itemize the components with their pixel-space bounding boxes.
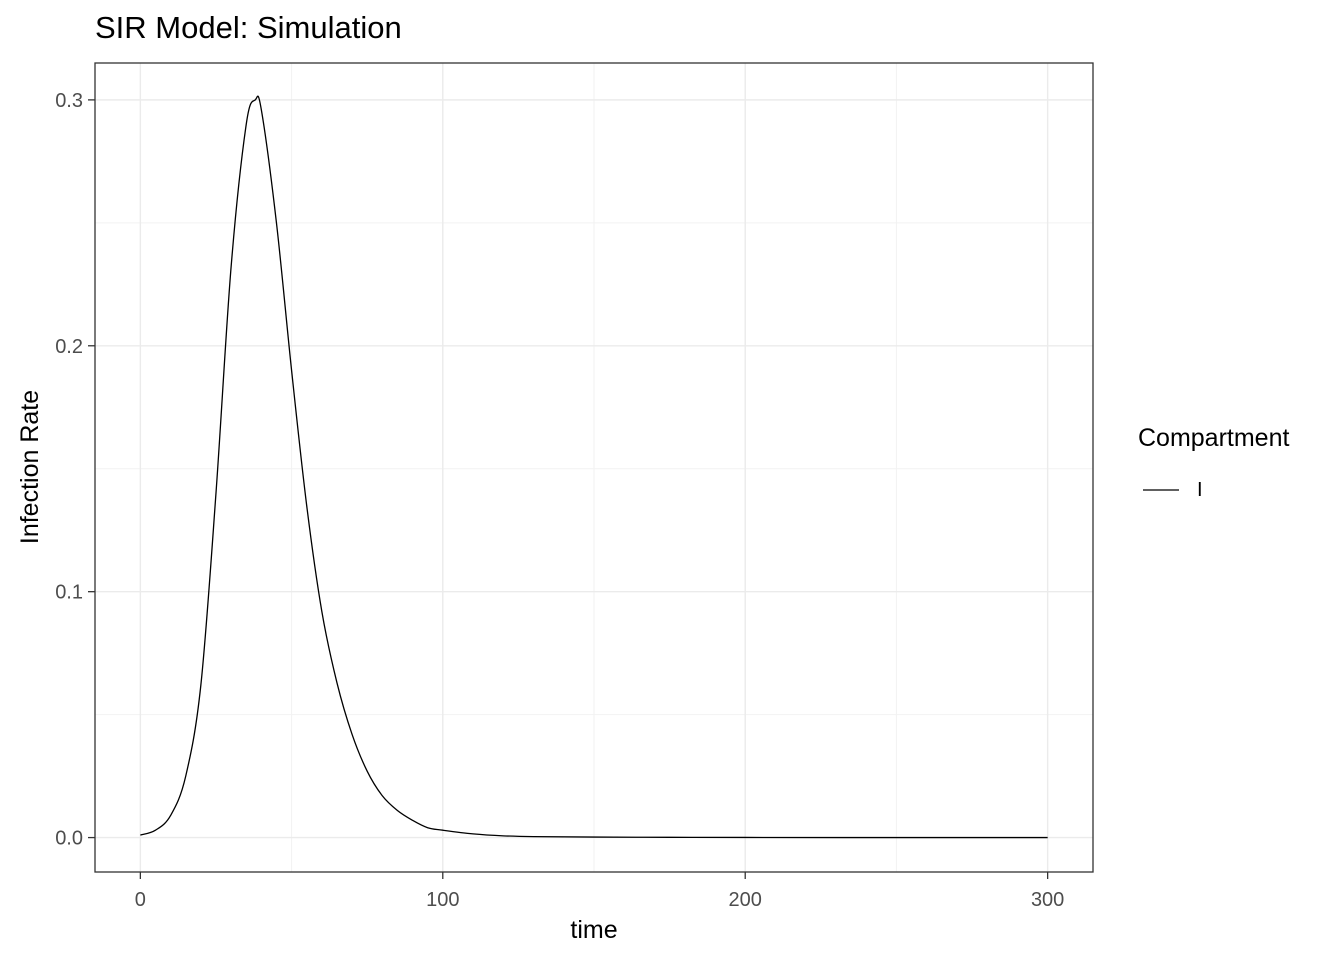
x-tick-label: 100	[426, 889, 459, 911]
chart-title: SIR Model: Simulation	[95, 10, 402, 45]
series-line-I	[140, 95, 1048, 839]
y-tick-label: 0.0	[55, 828, 83, 850]
x-tick-label: 200	[729, 889, 762, 911]
panel-border	[94, 62, 1094, 873]
x-tick-label: 300	[1031, 889, 1064, 911]
legend-key-I	[1143, 489, 1179, 491]
axis-ticks: 0 100 200 300 0.0 0.1 0.2 0.3	[55, 90, 1064, 911]
x-tick-label: 0	[135, 889, 146, 911]
y-tick-label: 0.3	[55, 90, 83, 112]
x-axis-title: time	[570, 916, 617, 944]
y-tick-label: 0.2	[55, 336, 83, 358]
grid-lines	[95, 63, 1093, 872]
legend-title: Compartment	[1138, 424, 1290, 452]
legend-label-I: I	[1197, 479, 1203, 501]
y-tick-label: 0.1	[55, 582, 83, 604]
y-axis-title: Infection Rate	[16, 390, 44, 544]
